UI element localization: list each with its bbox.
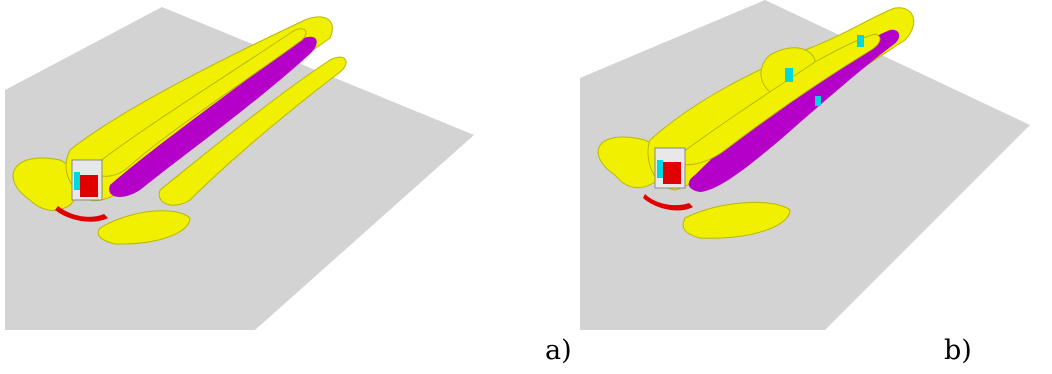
panel-a-caption: a)	[545, 335, 572, 366]
vortex-core-magenta	[109, 36, 317, 197]
vortex-tube-right	[158, 56, 347, 206]
panel-b-caption: b)	[944, 335, 972, 366]
cyan-fragment	[815, 96, 821, 106]
wake-lobe-front	[97, 210, 191, 245]
cyan-fragment	[857, 35, 864, 47]
cyan-fragment	[785, 68, 793, 82]
vortex-shell-inner	[93, 28, 307, 177]
wake-lobe-front	[682, 202, 791, 239]
panel-a-render	[5, 7, 474, 330]
block-cyan-edge	[657, 160, 663, 178]
block-cyan-edge	[74, 172, 80, 190]
ground-plane	[580, 0, 1030, 330]
panel-b-render	[580, 0, 1030, 330]
horseshoe-base-red	[55, 206, 108, 222]
flow-visualization-panel-b	[575, 0, 1052, 340]
block-red-face	[663, 162, 681, 184]
vortex-core-magenta	[688, 29, 900, 193]
block-red-face	[80, 175, 98, 197]
flow-visualization-panel-a	[0, 0, 500, 340]
ground-plane	[5, 7, 474, 330]
horseshoe-base-red	[643, 194, 693, 211]
vortex-shell-inner	[674, 33, 881, 166]
